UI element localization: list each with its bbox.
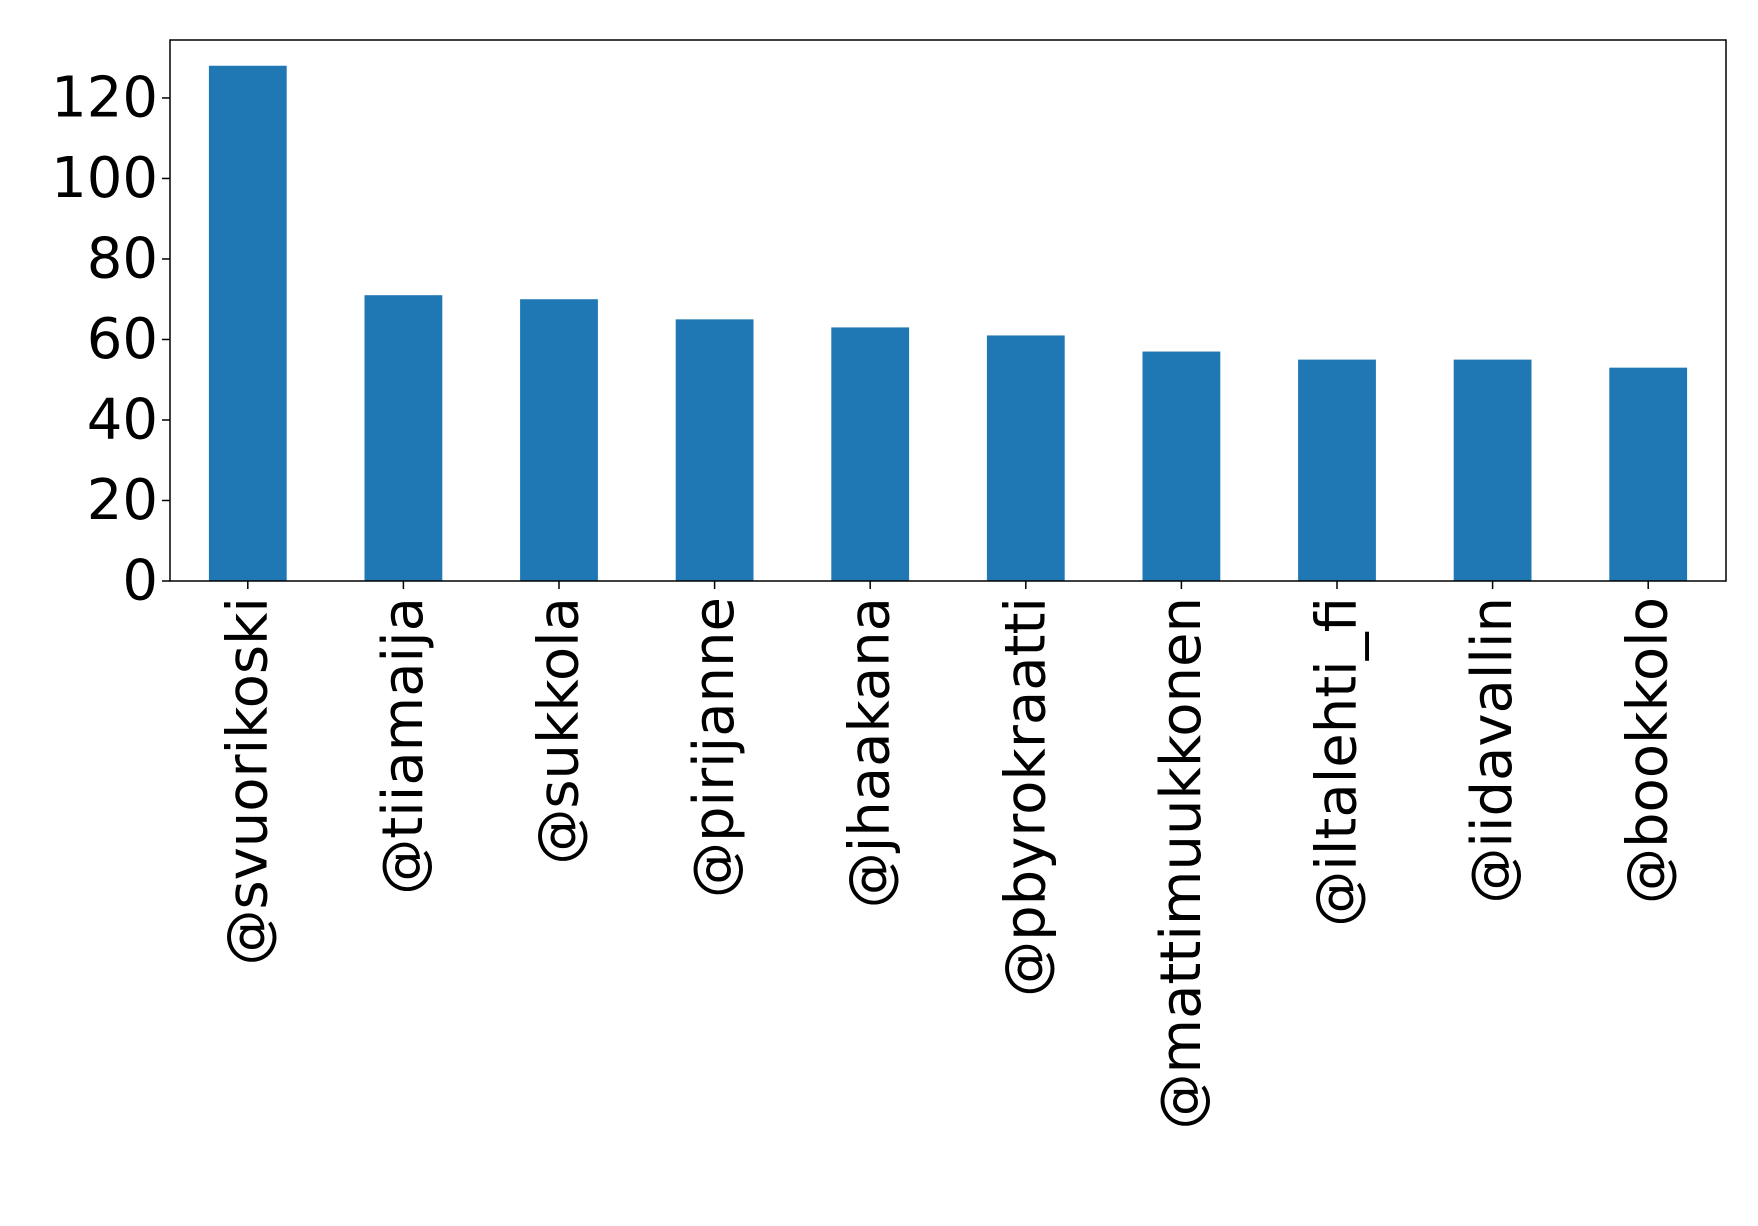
bar-sukkola	[520, 299, 598, 581]
x-tick-label: @svuorikoski	[215, 597, 280, 966]
y-tick-label: 20	[87, 468, 158, 533]
x-tick-label: @iltalehti_fi	[1305, 597, 1370, 927]
x-tick-label: @pirijanne	[682, 597, 747, 898]
x-tick-label: @bookkolo	[1616, 597, 1681, 904]
bar-svuorikoski	[208, 65, 287, 581]
y-tick-label: 100	[51, 146, 158, 211]
y-tick-label: 40	[87, 387, 158, 452]
bar-iidavallin	[1453, 359, 1532, 581]
x-tick-label: @tiiamaija	[371, 597, 436, 895]
y-tick-label: 80	[87, 226, 158, 291]
y-tick-label: 0	[122, 549, 158, 614]
plot-frame	[169, 39, 1727, 582]
x-tick-label: @mattimuukkonen	[1149, 597, 1214, 1129]
x-tick-label: @jhaakana	[838, 597, 903, 908]
x-tick-label: @pbyrokraatti	[993, 597, 1058, 997]
x-tick-label: @sukkola	[527, 597, 592, 865]
x-tick-label: @iidavallin	[1460, 597, 1525, 904]
bar-iltalehti-fi	[1298, 359, 1376, 581]
y-axis: 0 20 40 60 80 100 120	[51, 65, 170, 614]
y-tick-label: 120	[51, 65, 158, 130]
bars-layer	[208, 65, 1688, 581]
bar-tiiamaija	[364, 295, 443, 581]
bar-pbyrokraatti	[986, 335, 1065, 581]
bar-jhaakana	[831, 327, 910, 581]
bar-mattimuukkonen	[1142, 351, 1221, 581]
x-axis: @svuorikoski @tiiamaija @sukkola @pirijanne…	[215, 581, 1681, 1129]
bar-bookkolo	[1609, 367, 1688, 581]
y-tick-label: 60	[87, 307, 158, 372]
bar-pirijanne	[675, 319, 754, 581]
